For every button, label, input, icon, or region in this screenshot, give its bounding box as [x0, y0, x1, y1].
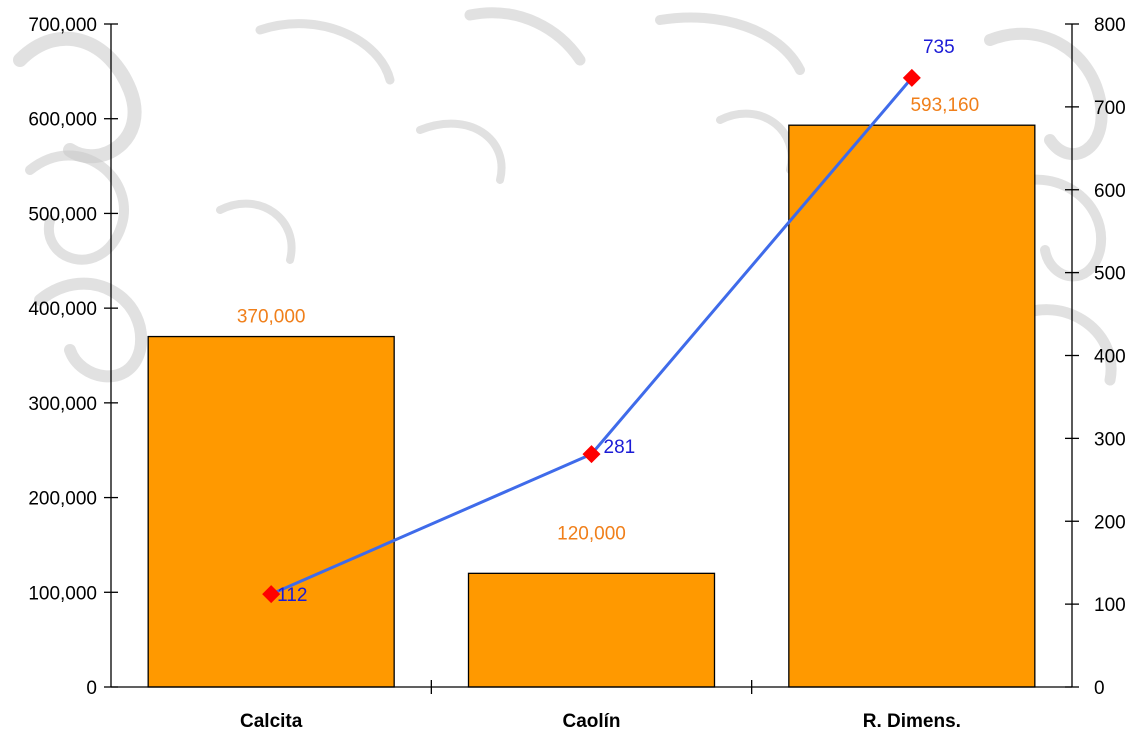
y-right-tick-label-5: 500 — [1094, 264, 1126, 285]
bar-2 — [788, 124, 1036, 688]
line-point-2 — [902, 68, 921, 87]
line-point-0 — [262, 585, 281, 604]
y-right-tick-label-2: 200 — [1094, 512, 1126, 533]
line-value-label-0: 112 — [277, 585, 307, 606]
x-category-label-1: Caolín — [562, 711, 620, 732]
y-left-tick-label-6: 600,000 — [28, 110, 97, 131]
bar-value-label-0: 370,000 — [237, 307, 306, 328]
bar-1 — [467, 572, 716, 688]
line-value-label-1: 281 — [604, 437, 636, 458]
y-right-tick-label-3: 300 — [1094, 429, 1126, 450]
y-right-tick-label-0: 0 — [1094, 678, 1105, 699]
y-left-tick-label-1: 100,000 — [28, 583, 97, 604]
x-category-label-2: R. Dimens. — [863, 711, 961, 732]
bar-value-label-2: 593,160 — [910, 95, 979, 116]
y-right-tick-label-6: 600 — [1094, 181, 1126, 202]
line-point-1 — [582, 445, 601, 464]
y-left-tick-label-2: 200,000 — [28, 489, 97, 510]
line-value-label-2: 735 — [923, 37, 955, 58]
background-pattern — [13, 7, 1117, 386]
y-left-tick-label-0: 0 — [86, 678, 97, 699]
y-right-tick-label-1: 100 — [1094, 595, 1126, 616]
y-left-tick-label-4: 400,000 — [28, 299, 97, 320]
y-right-tick-label-8: 800 — [1094, 15, 1126, 36]
y-left-tick-label-5: 500,000 — [28, 204, 97, 225]
bar-0 — [147, 335, 395, 688]
bar-value-label-1: 120,000 — [557, 523, 626, 544]
y-left-tick-label-7: 700,000 — [28, 15, 97, 36]
y-right-tick-label-4: 400 — [1094, 347, 1126, 368]
y-left-tick-label-3: 300,000 — [28, 394, 97, 415]
x-category-label-0: Calcita — [240, 711, 303, 732]
y-right-tick-label-7: 700 — [1094, 98, 1126, 119]
